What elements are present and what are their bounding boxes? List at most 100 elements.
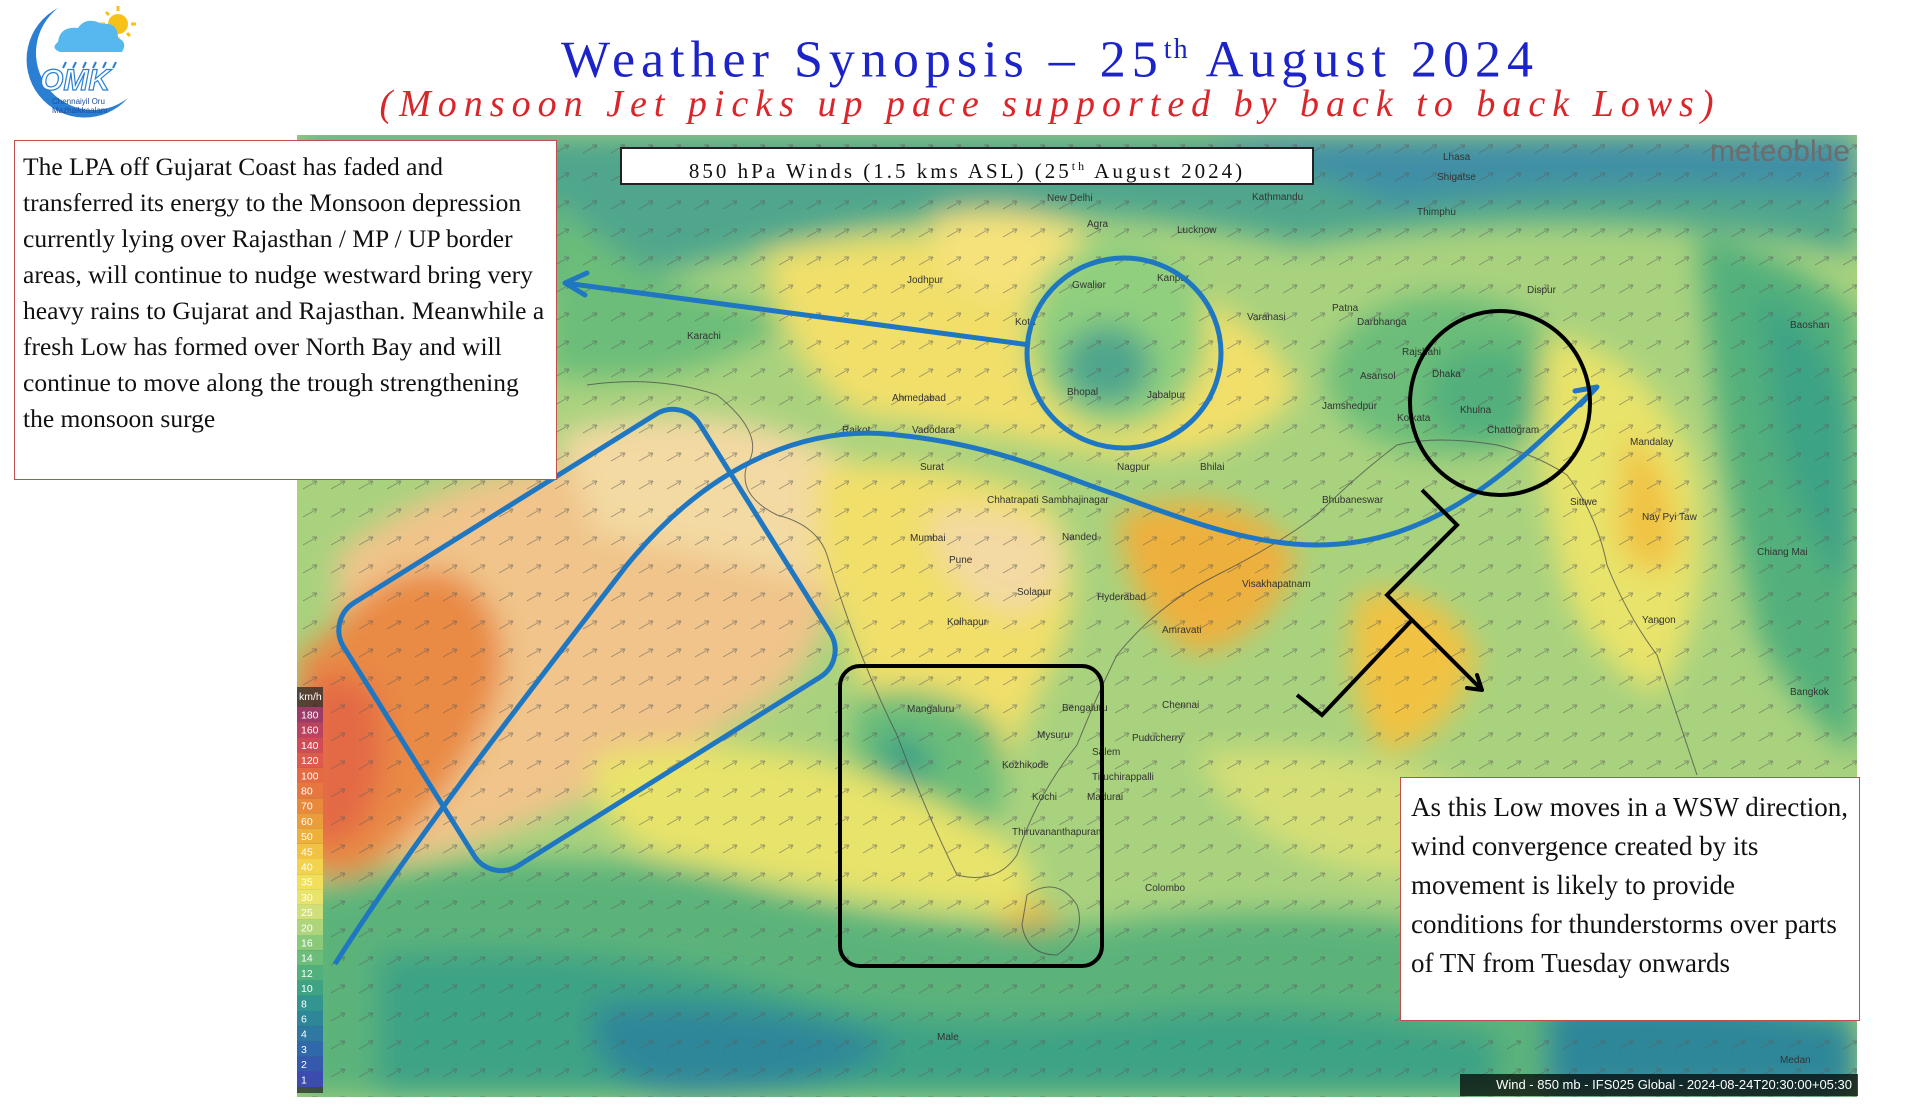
legend-label: 35 [301,877,313,889]
legend-label: 10 [301,983,313,995]
svg-text:Jodhpur: Jodhpur [907,275,944,286]
legend-swatch [297,889,323,905]
svg-text:Thiruvananthapuram: Thiruvananthapuram [1012,827,1104,838]
north-bay-low-circle [1408,309,1592,497]
svg-text:Mysuru: Mysuru [1037,730,1070,741]
depression-arrow [564,280,1031,348]
low-track-zigzag [1295,488,1460,718]
svg-text:Yangon: Yangon [1642,615,1676,626]
svg-text:Sittwe: Sittwe [1570,497,1598,508]
svg-text:Puducherry: Puducherry [1132,733,1183,744]
svg-text:Dhaka: Dhaka [1432,369,1461,380]
map-footer: Wind - 850 mb - IFS025 Global - 2024-08-… [1460,1074,1858,1096]
svg-text:Mangaluru: Mangaluru [907,704,954,715]
arrowhead-west [562,270,590,298]
connector-right [1410,618,1484,692]
tn-box [838,664,1104,968]
legend-swatch [297,813,323,829]
svg-text:Jabalpur: Jabalpur [1147,390,1186,401]
legend-label: 100 [301,770,319,782]
legend-label: 12 [301,968,313,980]
svg-text:Bhubaneswar: Bhubaneswar [1322,495,1384,506]
monsoon-jet-arrow [332,385,1599,966]
legend-swatch [297,995,323,1011]
logo-text: OMK [40,64,112,97]
jet-box [336,406,838,874]
legend-label: 8 [301,998,307,1010]
svg-text:Bhilai: Bhilai [1200,462,1224,473]
wind-speed-legend: km/h 180 160 140 120 100 80 70 60 50 45 40 35 30 25 20… [297,687,323,1093]
svg-text:Gwalior: Gwalior [1072,280,1107,291]
legend-swatch [297,783,323,799]
legend-label: 160 [301,725,319,737]
svg-text:Chiang Mai: Chiang Mai [1757,547,1808,558]
page-subtitle: (Monsoon Jet picks up pace supported by … [379,83,1721,125]
legend-label: 80 [301,786,313,798]
legend-swatch [297,874,323,890]
legend-swatch [297,1071,323,1087]
svg-text:Kanpur: Kanpur [1157,273,1190,284]
svg-text:Salem: Salem [1092,747,1120,758]
svg-text:Kozhikode: Kozhikode [1002,760,1049,771]
svg-text:Rajshahi: Rajshahi [1402,347,1441,358]
legend-swatch [297,843,323,859]
legend-swatch [297,752,323,768]
legend-swatch [297,859,323,875]
legend-label: 60 [301,816,313,828]
svg-text:Chennai: Chennai [1162,700,1199,711]
svg-text:Bengaluru: Bengaluru [1062,703,1108,714]
legend-label: 1 [301,1074,307,1086]
annotation-layer-blue [332,255,1600,966]
svg-text:Kochi: Kochi [1032,792,1057,803]
svg-text:Chattogram: Chattogram [1487,425,1539,436]
depression-circle [1024,255,1224,451]
svg-text:Khulna: Khulna [1460,405,1492,416]
logo-line1: Chennaiyil Oru [52,97,105,106]
svg-text:Kolhapur: Kolhapur [947,617,988,628]
svg-text:Madurai: Madurai [1087,792,1123,803]
page-title: Weather Synopsis – 25th August 2024 [561,31,1539,89]
legend-swatch [297,707,323,723]
svg-text:Vadodara: Vadodara [912,425,955,436]
svg-text:New Delhi: New Delhi [1047,193,1093,204]
map-layer-label: 850 hPa Winds (1.5 kms ASL) (25th August… [620,147,1314,185]
svg-text:Rajkot: Rajkot [842,425,871,436]
legend-swatch [297,798,323,814]
svg-text:Patna: Patna [1332,303,1359,314]
svg-text:Baoshan: Baoshan [1790,320,1829,331]
svg-text:Lucknow: Lucknow [1177,225,1217,236]
svg-text:Visakhapatnam: Visakhapatnam [1242,579,1311,590]
legend-label: 14 [301,953,313,965]
legend-swatch [297,828,323,844]
legend-label: 3 [301,1044,307,1056]
legend-swatch [297,980,323,996]
svg-text:Ahmedabad: Ahmedabad [892,393,946,404]
svg-text:Jamshedpur: Jamshedpur [1322,401,1378,412]
legend-swatch [297,919,323,935]
note-left: The LPA off Gujarat Coast has faded and … [14,140,557,480]
legend-label: 40 [301,862,313,874]
svg-text:Nay Pyi Taw: Nay Pyi Taw [1642,512,1698,523]
omk-logo: OMK Chennaiyil Oru Mazhaikkaalam [0,0,150,130]
legend-swatch [297,950,323,966]
legend-swatch [297,722,323,738]
legend-swatch [297,1056,323,1072]
svg-text:Thimphu: Thimphu [1417,207,1456,218]
legend-label: 2 [301,1059,307,1071]
svg-text:Colombo: Colombo [1145,883,1185,894]
legend-label: 20 [301,922,313,934]
legend-swatch [297,737,323,753]
legend-swatch [297,1011,323,1027]
legend-swatch [297,1041,323,1057]
legend-label: 6 [301,1014,307,1026]
svg-text:Lhasa: Lhasa [1443,152,1471,163]
svg-text:Mandalay: Mandalay [1630,437,1673,448]
svg-text:Chhatrapati Sambhajinagar: Chhatrapati Sambhajinagar [987,495,1109,506]
svg-text:Hyderabad: Hyderabad [1097,592,1146,603]
city-labels: Lhasa Shigatse New Delhi Agra Kathmandu … [687,152,1830,1066]
svg-text:Bangkok: Bangkok [1790,687,1830,698]
legend-label: 45 [301,846,313,858]
legend-swatch [297,935,323,951]
svg-text:Nagpur: Nagpur [1117,462,1150,473]
svg-text:Bhopal: Bhopal [1067,387,1098,398]
